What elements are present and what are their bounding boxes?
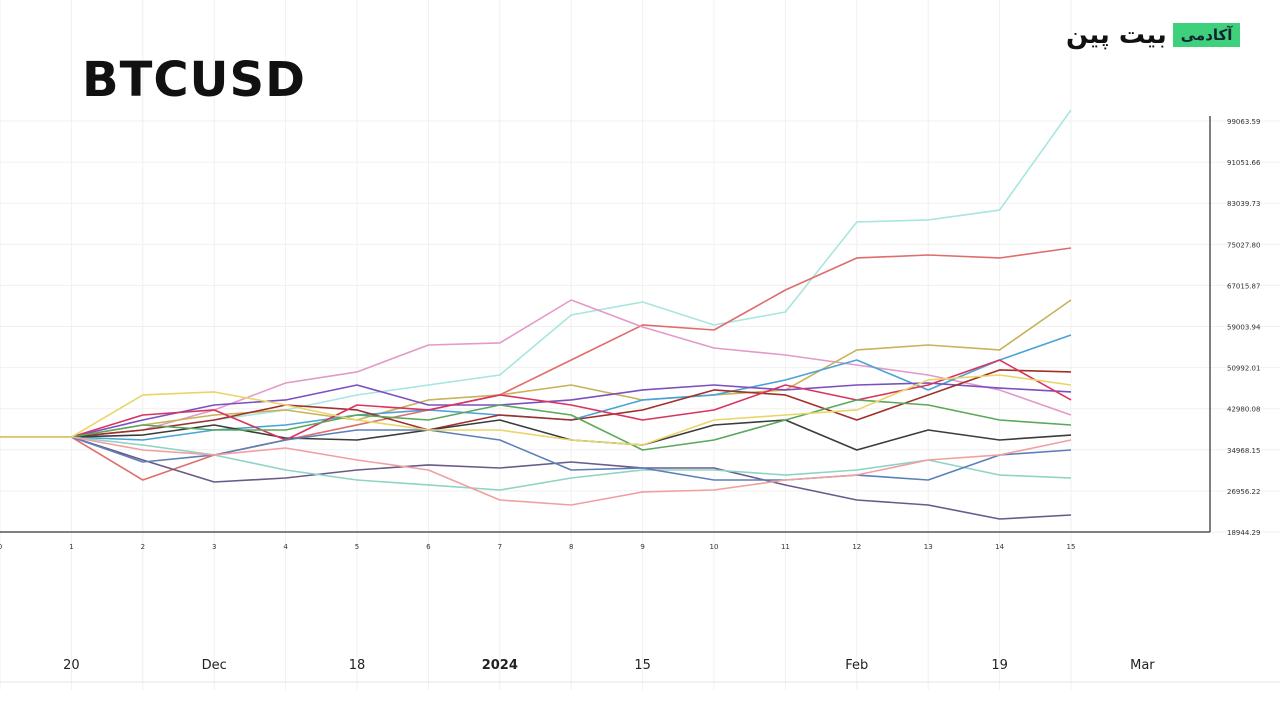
logo: آکادمی بیت پین	[1066, 20, 1241, 50]
x-tick-label: 0	[0, 543, 2, 551]
x-tick-label: 1	[69, 543, 73, 551]
x-tick-label: 13	[924, 543, 933, 551]
series-line	[0, 436, 1072, 506]
x-tick-label: 7	[498, 543, 502, 551]
x-tick-label: 8	[569, 543, 573, 551]
x-tick-label: 15	[1067, 543, 1076, 551]
series-line	[0, 429, 1072, 481]
y-tick-label: 91051.66	[1227, 159, 1261, 167]
series-line	[0, 299, 1072, 438]
series-line	[0, 419, 1072, 451]
time-axis-label: 2024	[482, 658, 518, 673]
y-tick-label: 18944.29	[1227, 529, 1260, 537]
series-line	[0, 374, 1072, 446]
time-axis-label: Dec	[202, 658, 227, 673]
time-axis-label: 20	[63, 658, 80, 673]
x-tick-label: 14	[995, 543, 1004, 551]
time-axis-label: Feb	[845, 658, 868, 673]
series-line	[0, 369, 1072, 438]
y-tick-label: 99063.59	[1227, 118, 1260, 126]
x-tick-label: 9	[640, 543, 644, 551]
y-tick-label: 59003.94	[1227, 324, 1261, 332]
time-axis-label: 15	[634, 658, 651, 673]
series-line	[0, 436, 1072, 520]
x-tick-label: 12	[852, 543, 861, 551]
x-tick-label: 10	[710, 543, 719, 551]
series-line	[0, 399, 1072, 451]
y-tick-label: 34968.15	[1227, 447, 1260, 455]
y-tick-label: 75027.80	[1227, 241, 1260, 249]
time-axis-label: 18	[349, 658, 366, 673]
y-tick-label: 83039.73	[1227, 200, 1260, 208]
y-tick-label: 26956.22	[1227, 488, 1260, 496]
logo-name: بیت پین	[1066, 20, 1167, 50]
time-axis-label: 19	[991, 658, 1008, 673]
x-tick-label: 3	[212, 543, 216, 551]
x-tick-label: 5	[355, 543, 359, 551]
y-tick-label: 67015.87	[1227, 282, 1260, 290]
y-tick-label: 42980.08	[1227, 406, 1260, 414]
x-tick-label: 11	[781, 543, 790, 551]
x-tick-label: 2	[141, 543, 145, 551]
series-line	[0, 359, 1072, 441]
x-tick-label: 6	[426, 543, 431, 551]
series-line	[0, 436, 1072, 491]
logo-badge: آکادمی	[1172, 23, 1241, 47]
time-axis-label: Mar	[1130, 658, 1155, 673]
series-line	[0, 247, 1072, 481]
chart-title: BTCUSD	[82, 52, 306, 108]
y-tick-label: 50992.01	[1227, 365, 1260, 373]
x-tick-label: 4	[283, 543, 288, 551]
